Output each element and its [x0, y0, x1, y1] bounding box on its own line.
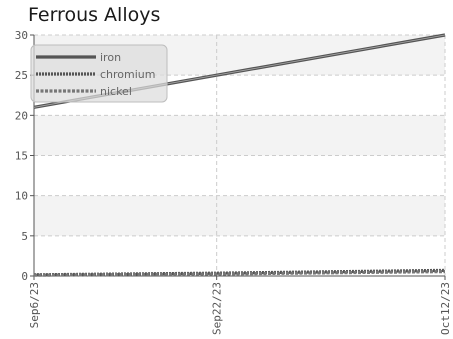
x-tick-label: Oct12/23: [439, 282, 452, 335]
plot-band: [34, 235, 445, 276]
plot-band: [34, 155, 445, 196]
plot-band: [34, 195, 445, 236]
legend-label-iron: iron: [100, 51, 121, 64]
legend: iron chromium nickel: [30, 44, 168, 103]
y-tick-label: 5: [21, 230, 28, 243]
y-tick-label: 0: [21, 270, 28, 283]
y-tick-label: 25: [15, 69, 28, 82]
series-line-nickel: [33, 269, 446, 277]
y-tick-label: 15: [15, 150, 28, 163]
plot-band: [34, 115, 445, 156]
x-tick-label: Sep6/23: [28, 282, 41, 328]
y-tick-label: 20: [15, 109, 28, 122]
legend-label-nickel: nickel: [100, 85, 132, 98]
y-tick-label: 30: [15, 29, 28, 42]
y-tick-label: 10: [15, 190, 28, 203]
chart-title: Ferrous Alloys: [28, 4, 161, 26]
legend-box: [30, 44, 168, 103]
x-tick-label: Sep22/23: [211, 282, 224, 335]
legend-label-chromium: chromium: [100, 68, 156, 81]
